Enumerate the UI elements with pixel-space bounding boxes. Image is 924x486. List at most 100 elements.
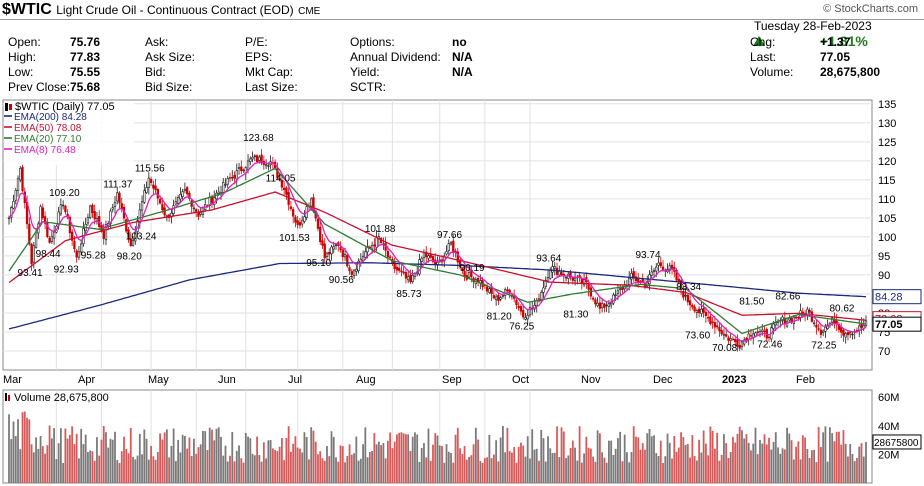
volume-bar [729,451,732,483]
volume-bar [592,456,595,483]
volume-bar [19,449,22,483]
volume-bar [66,438,69,483]
quote-value: no [452,35,467,49]
volume-bar [813,449,816,483]
volume-bar [206,450,209,483]
candle-body [343,254,347,258]
volume-bar [305,437,308,483]
volume-bar [637,437,640,483]
volume-bar [427,428,430,483]
volume-bar [222,455,225,483]
quote-value: 77.05 [820,50,851,64]
volume-bar [129,428,132,483]
volume-bar [763,434,766,483]
volume-bar [725,443,728,483]
volume-bar [425,457,428,483]
candle-body [682,290,685,298]
volume-bar [258,455,261,483]
price-label: 123.68 [243,133,274,144]
volume-bar [704,443,707,483]
volume-bar [262,442,265,483]
volume-bar [533,449,536,483]
volume-bar [323,460,326,483]
volume-bar [125,449,128,483]
volume-bar [260,461,263,483]
volume-bar [217,427,220,483]
quote-label: High: [8,50,37,64]
x-tick-label: Oct [512,374,529,386]
candle-body [562,273,565,276]
candle-body [860,323,863,328]
candle-body [772,323,775,329]
volume-bar [57,443,60,483]
candle-body [819,329,823,335]
candle-body [822,330,825,333]
candle-body [301,219,304,225]
candle-body [364,251,367,258]
right-price-tag [872,316,922,332]
volume-bar [680,432,682,483]
volume-bar [436,435,439,483]
candle-body [607,303,611,307]
volume-bar [463,446,466,483]
candle-body [573,277,577,282]
volume-bar [116,459,119,483]
volume-bar [159,433,162,483]
volume-bar [145,438,148,483]
volume-bar [211,429,213,483]
candle-body [267,165,270,167]
volume-bar [161,439,164,483]
candle-body [152,184,155,189]
candle-body [709,316,712,325]
volume-bar [213,440,216,483]
volume-bar [567,455,570,483]
volume-bar [156,452,159,483]
volume-bar [698,439,701,483]
x-tick-label: Dec [653,374,673,386]
volume-tag [872,434,922,450]
volume-bar [617,438,619,483]
volume-bar [82,444,85,483]
volume-bar [524,456,527,483]
volume-bar [544,461,547,483]
volume-bar [249,438,252,483]
x-tick-label: May [148,374,169,386]
volume-bar [120,451,123,483]
candle-body [824,326,827,332]
header-divider [0,19,924,20]
volume-bar [134,459,137,483]
volume-bar [174,461,177,483]
volume-tick-label: 20M [878,449,899,461]
candle-body [718,326,721,332]
volume-bar [795,446,797,483]
volume-bar [220,436,222,483]
candle-body [605,304,608,307]
volume-bar [747,442,750,483]
price-legend: $WTIC (Daily) 77.05 [15,101,115,113]
candle-body [637,278,640,283]
volume-bar [432,444,434,483]
price-label: 98.44 [36,249,61,260]
quote-label: P/E: [245,35,268,49]
candle-body [655,266,658,272]
volume-bar [380,445,383,483]
volume-bar [641,443,644,483]
volume-bar [529,458,531,483]
price-label: 93.64 [536,253,561,264]
volume-bar [865,441,867,483]
volume-bar [296,447,299,483]
candle-body [237,167,241,170]
price-label: 72.46 [757,339,782,350]
candle-body [258,156,261,161]
volume-bar [202,430,204,483]
volume-bar [819,446,822,483]
candle-body [499,297,502,300]
candle-body [197,212,200,217]
candle-body [386,250,390,258]
candle-body [395,266,399,271]
candle-body [729,338,732,341]
volume-bar [172,428,175,483]
candle-body [355,268,358,272]
candle-body [467,272,471,278]
volume-bar [506,427,509,483]
